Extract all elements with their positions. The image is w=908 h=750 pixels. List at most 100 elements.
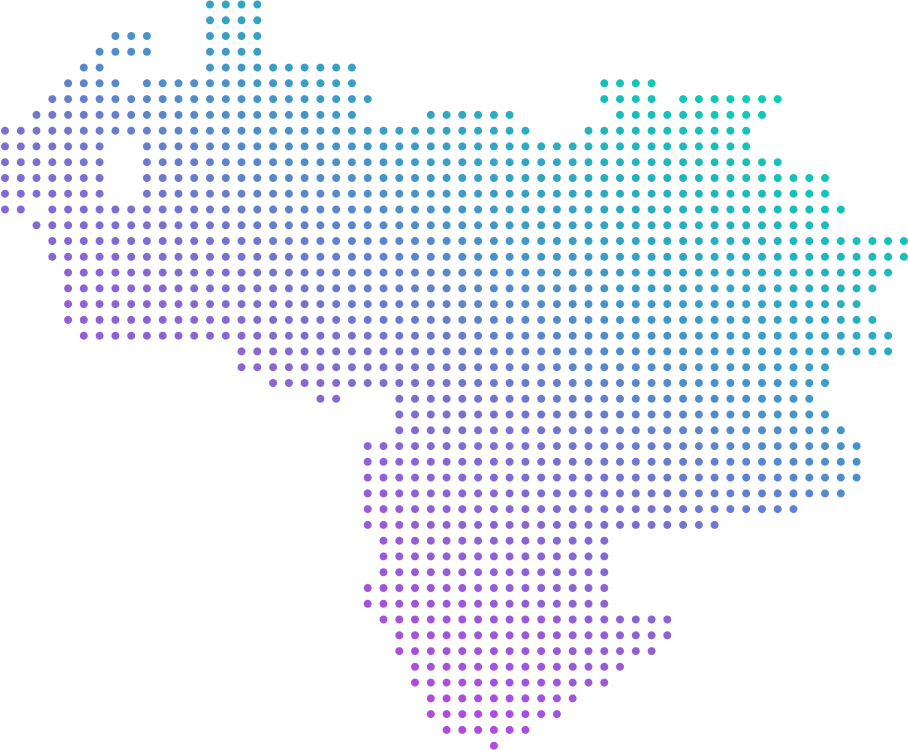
map-dot xyxy=(489,205,498,214)
map-dot xyxy=(568,520,577,529)
map-dot xyxy=(426,252,435,261)
map-dot xyxy=(679,379,688,387)
map-dot xyxy=(521,142,530,151)
map-dot xyxy=(726,331,735,340)
map-dot xyxy=(758,426,766,435)
map-dot xyxy=(79,63,88,72)
map-dot xyxy=(347,221,356,230)
map-dot xyxy=(568,205,577,214)
map-dot xyxy=(48,110,57,119)
map-dot xyxy=(600,520,609,529)
map-dot xyxy=(190,331,199,340)
map-dot xyxy=(584,457,593,466)
map-dot xyxy=(411,473,419,482)
map-dot xyxy=(489,694,498,703)
map-dot xyxy=(773,394,782,403)
map-dot xyxy=(647,237,656,245)
map-dot xyxy=(616,394,624,403)
map-dot xyxy=(679,126,688,135)
map-dot xyxy=(379,237,388,245)
map-dot xyxy=(174,252,183,261)
map-dot xyxy=(426,552,435,561)
map-dot xyxy=(584,505,593,514)
map-dot xyxy=(284,79,293,88)
map-dot xyxy=(300,79,309,88)
map-dot xyxy=(395,426,404,435)
map-dot xyxy=(174,237,183,245)
map-dot xyxy=(221,126,230,135)
map-dot xyxy=(253,79,262,88)
map-dot xyxy=(253,347,262,356)
map-dot xyxy=(505,489,514,498)
map-dot xyxy=(584,252,593,261)
map-dot xyxy=(600,284,609,293)
map-dot xyxy=(237,347,246,356)
map-dot xyxy=(679,300,688,309)
map-dot xyxy=(221,158,230,167)
map-dot xyxy=(726,252,735,261)
map-dot xyxy=(647,473,656,482)
map-dot xyxy=(206,63,214,72)
map-dot xyxy=(568,410,577,419)
map-dot xyxy=(742,394,751,403)
map-dot xyxy=(395,331,404,340)
map-dot xyxy=(395,189,404,198)
map-dot xyxy=(316,347,325,356)
map-dot xyxy=(95,174,104,182)
map-dot xyxy=(127,95,136,104)
map-dot xyxy=(395,315,404,324)
map-dot xyxy=(206,174,214,182)
map-dot xyxy=(206,284,214,293)
map-dot xyxy=(631,426,640,435)
map-dot xyxy=(142,300,151,309)
map-dot xyxy=(663,631,672,640)
map-dot xyxy=(647,284,656,293)
map-dot xyxy=(489,142,498,151)
map-dot xyxy=(694,505,703,514)
map-dot xyxy=(868,331,877,340)
map-dot xyxy=(269,363,278,372)
map-dot xyxy=(600,631,609,640)
map-dot xyxy=(458,394,467,403)
map-dot xyxy=(789,363,798,372)
map-dot xyxy=(789,174,798,182)
map-dot xyxy=(568,237,577,245)
map-dot xyxy=(379,142,388,151)
map-dot xyxy=(537,710,546,719)
map-dot xyxy=(521,568,530,577)
map-dot xyxy=(489,410,498,419)
map-dot xyxy=(253,268,262,277)
map-dot xyxy=(442,158,451,167)
map-dot xyxy=(710,221,719,230)
map-dot xyxy=(142,268,151,277)
map-dot xyxy=(221,47,230,56)
map-dot xyxy=(253,63,262,72)
map-dot xyxy=(426,615,435,624)
map-dot xyxy=(332,205,341,214)
map-dot xyxy=(426,394,435,403)
map-dot xyxy=(332,158,341,167)
map-dot xyxy=(505,694,514,703)
map-dot xyxy=(127,32,136,40)
map-dot xyxy=(206,16,214,25)
map-dot xyxy=(663,410,672,419)
map-dot xyxy=(379,442,388,451)
map-dot xyxy=(221,79,230,88)
map-dot xyxy=(300,142,309,151)
map-dot xyxy=(426,442,435,451)
map-dot xyxy=(95,110,104,119)
map-dot xyxy=(805,284,814,293)
map-dot xyxy=(395,268,404,277)
map-dot xyxy=(253,300,262,309)
map-dot xyxy=(710,489,719,498)
map-dot xyxy=(253,95,262,104)
map-dot xyxy=(805,379,814,387)
map-dot xyxy=(600,300,609,309)
map-dot xyxy=(426,268,435,277)
map-dot xyxy=(300,300,309,309)
map-dot xyxy=(395,394,404,403)
map-dot xyxy=(505,725,514,734)
map-dot xyxy=(95,205,104,214)
map-dot xyxy=(190,79,199,88)
map-dot xyxy=(773,284,782,293)
